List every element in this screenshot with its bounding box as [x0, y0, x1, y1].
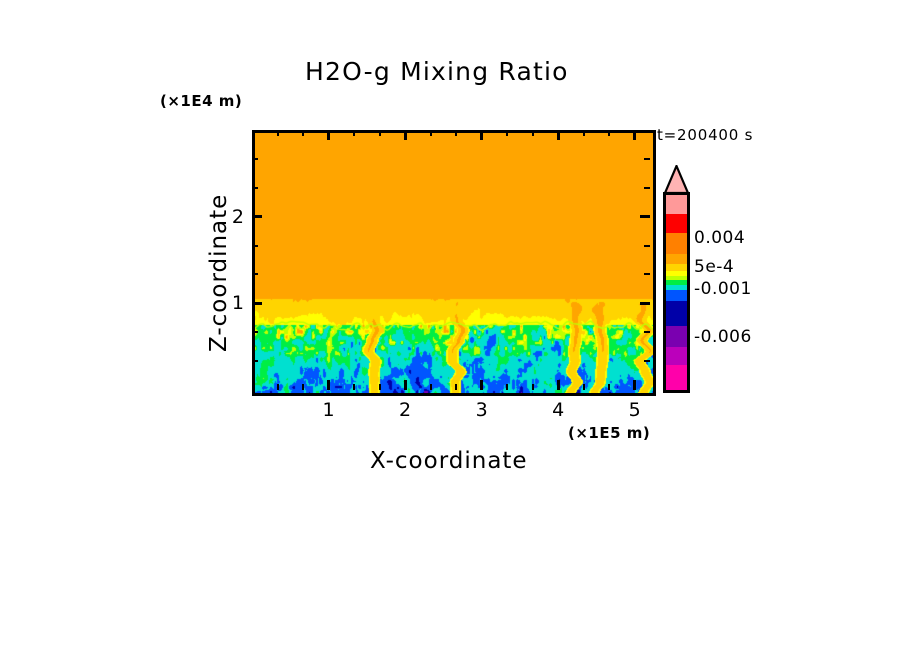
- x-axis-minor-tick: [353, 384, 356, 390]
- x-axis-minor-tick-top: [608, 130, 611, 136]
- y-axis-tick-right: [640, 215, 650, 219]
- colorbar-arrow-icon: [663, 165, 690, 194]
- x-axis-tick: [633, 380, 637, 390]
- colorbar-band: [666, 195, 687, 215]
- colorbar-band: [666, 285, 687, 291]
- x-axis-tick: [327, 380, 331, 390]
- y-axis-tick-label: 2: [231, 205, 244, 228]
- x-axis-tick: [480, 380, 484, 390]
- y-axis-minor-tick-right: [644, 273, 650, 276]
- colorbar-band: [666, 275, 687, 280]
- y-axis-minor-tick-right: [644, 360, 650, 363]
- x-axis-tick-label: 5: [628, 399, 641, 421]
- x-axis-minor-tick-top: [429, 130, 432, 136]
- contour-field: [255, 133, 653, 393]
- contour-plot-area: [252, 130, 656, 396]
- colorbar-band: [666, 253, 687, 265]
- x-axis-tick-top: [327, 130, 331, 140]
- y-axis-tick: [252, 301, 262, 305]
- y-axis-minor-tick-right: [644, 157, 650, 160]
- x-axis-minor-tick: [582, 384, 585, 390]
- y-axis-tick-right: [640, 301, 650, 305]
- colorbar-band: [666, 271, 687, 276]
- y-axis-tick: [252, 215, 262, 219]
- x-axis-minor-tick: [276, 384, 279, 390]
- x-axis-tick: [556, 380, 560, 390]
- x-axis-unit-label: (×1E5 m): [568, 424, 651, 442]
- colorbar-band: [666, 347, 687, 366]
- y-axis-minor-tick: [252, 273, 258, 276]
- x-axis-minor-tick: [455, 384, 458, 390]
- y-axis-minor-tick: [252, 360, 258, 363]
- x-axis-tick-label: 4: [552, 399, 565, 421]
- y-axis-minor-tick: [252, 244, 258, 247]
- colorbar-band: [666, 290, 687, 301]
- x-axis-minor-tick-top: [531, 130, 534, 136]
- x-axis-tick-label: 3: [475, 399, 488, 421]
- x-axis-minor-tick: [506, 384, 509, 390]
- x-axis-minor-tick-top: [353, 130, 356, 136]
- page-title: H2O-g Mixing Ratio: [305, 57, 569, 86]
- colorbar-band: [666, 365, 687, 390]
- y-axis-minor-tick: [252, 186, 258, 189]
- y-axis-minor-tick-right: [644, 331, 650, 334]
- colorbar-tick-label: 5e-4: [694, 257, 735, 278]
- colorbar-band: [666, 279, 687, 286]
- y-axis-minor-tick: [252, 157, 258, 160]
- x-axis-minor-tick-top: [276, 130, 279, 136]
- x-axis-tick-label: 2: [399, 399, 412, 421]
- x-axis-minor-tick: [608, 384, 611, 390]
- colorbar-band: [666, 233, 687, 254]
- y-axis-minor-tick-right: [644, 186, 650, 189]
- colorbar-tick-label: -0.006: [694, 327, 752, 348]
- x-axis-title: X-coordinate: [370, 448, 528, 474]
- y-axis-tick-label: 1: [231, 292, 244, 315]
- colorbar-band: [666, 326, 687, 348]
- y-axis-minor-tick: [252, 331, 258, 334]
- y-axis-unit-label: (×1E4 m): [160, 92, 243, 110]
- colorbar-band: [666, 264, 687, 272]
- x-axis-minor-tick: [531, 384, 534, 390]
- x-axis-tick-top: [556, 130, 560, 140]
- y-axis-minor-tick-right: [644, 244, 650, 247]
- x-axis-minor-tick-top: [455, 130, 458, 136]
- colorbar-tick-label: 0.004: [694, 227, 746, 248]
- time-annotation: t=200400 s: [657, 126, 754, 144]
- x-axis-minor-tick: [302, 384, 305, 390]
- x-axis-tick-top: [480, 130, 484, 140]
- x-axis-tick-top: [403, 130, 407, 140]
- colorbar-tick-label: -0.001: [694, 278, 752, 299]
- x-axis-tick-top: [633, 130, 637, 140]
- x-axis-minor-tick: [429, 384, 432, 390]
- x-axis-minor-tick-top: [302, 130, 305, 136]
- colorbar: [663, 192, 690, 393]
- colorbar-band: [666, 214, 687, 234]
- x-axis-tick-label: 1: [322, 399, 335, 421]
- x-axis-minor-tick-top: [506, 130, 509, 136]
- colorbar-band: [666, 300, 687, 327]
- x-axis-minor-tick: [378, 384, 381, 390]
- x-axis-tick: [403, 380, 407, 390]
- x-axis-minor-tick-top: [582, 130, 585, 136]
- x-axis-minor-tick-top: [378, 130, 381, 136]
